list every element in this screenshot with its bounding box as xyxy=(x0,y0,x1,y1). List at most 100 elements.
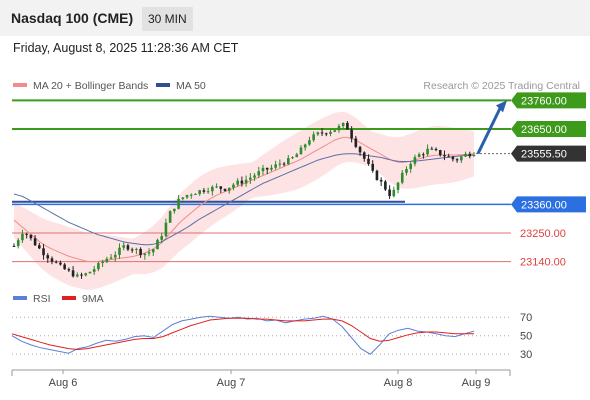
ma20-swatch xyxy=(13,83,27,88)
candle-body xyxy=(337,126,341,131)
candle-body xyxy=(249,177,252,180)
candle-body xyxy=(447,156,450,158)
legend-ma50-label: MA 50 xyxy=(176,80,206,92)
candle-body xyxy=(375,170,379,181)
candle-body xyxy=(109,257,113,259)
candle-body xyxy=(219,186,223,189)
candle-body xyxy=(333,130,337,132)
candle-body xyxy=(320,132,324,134)
candle-body xyxy=(101,261,104,264)
candle-body xyxy=(417,154,421,158)
candle-body xyxy=(451,156,455,160)
projection-arrow-line xyxy=(476,107,502,155)
candle-body xyxy=(303,144,307,148)
legend-9ma-label: 9MA xyxy=(82,293,104,305)
rsi-swatch xyxy=(13,296,27,301)
header-bar: Nasdaq 100 (CME) 30 MIN xyxy=(0,0,590,36)
candle-body xyxy=(59,262,62,265)
legend-rsi: RSI xyxy=(13,293,51,305)
candle-body xyxy=(295,154,299,158)
level-tag-resistance-0: 23760.00 xyxy=(511,92,586,109)
candle-body xyxy=(422,154,425,156)
candle-body xyxy=(257,171,261,176)
candle-body xyxy=(329,131,332,134)
candle-body xyxy=(392,189,396,197)
candle-body xyxy=(215,186,218,188)
x-tick-label-1: Aug 7 xyxy=(217,377,246,389)
candle-body xyxy=(396,182,400,190)
candle-body xyxy=(151,249,155,253)
candle-body xyxy=(299,147,303,155)
candle-body xyxy=(312,134,315,141)
candle-body xyxy=(367,158,370,164)
candle-body xyxy=(160,236,164,240)
x-tick-label-0: Aug 6 xyxy=(49,377,78,389)
candle-body xyxy=(371,163,375,171)
candle-body xyxy=(223,188,227,191)
candle-body xyxy=(97,263,100,270)
candle-body xyxy=(405,168,408,173)
level-label-pivot-3: 23360.00 xyxy=(521,199,567,211)
level-label-support-5: 23140.00 xyxy=(520,257,566,269)
candle-body xyxy=(472,154,476,157)
candle-body xyxy=(413,157,417,164)
candle-body xyxy=(156,239,159,250)
candle-body xyxy=(63,264,66,270)
candle-body xyxy=(354,138,358,147)
candle-body xyxy=(80,274,83,276)
timeframe-button[interactable]: 30 MIN xyxy=(142,7,193,31)
rsi-tick-label-30: 30 xyxy=(520,349,532,361)
candle-body xyxy=(426,148,429,155)
candle-body xyxy=(291,157,294,159)
candle-body xyxy=(135,248,138,250)
candle-body xyxy=(211,186,214,192)
rsi-tick-label-50: 50 xyxy=(520,331,532,343)
x-tick-label-2: Aug 8 xyxy=(384,377,413,389)
candle-body xyxy=(84,273,88,276)
legend-ma20-label: MA 20 + Bollinger Bands xyxy=(33,80,149,92)
legend-rsi-label: RSI xyxy=(33,293,51,305)
ma50-swatch xyxy=(156,83,170,88)
candle-body xyxy=(71,270,75,277)
candle-body xyxy=(92,269,96,272)
candle-body xyxy=(33,238,37,246)
level-tag-bg-pivot-3 xyxy=(511,196,586,213)
candle-body xyxy=(130,249,134,251)
candle-body xyxy=(253,175,256,178)
candle-body xyxy=(400,172,404,183)
candle-body xyxy=(443,155,446,157)
ma9-swatch xyxy=(62,296,76,301)
candle-body xyxy=(185,195,189,198)
candle-body xyxy=(278,163,282,165)
candle-body xyxy=(438,150,442,156)
candle-body xyxy=(194,194,197,196)
candle-body xyxy=(189,194,193,196)
candle-body xyxy=(460,156,463,161)
candle-body xyxy=(316,132,320,135)
candle-body xyxy=(236,180,239,185)
candle-body xyxy=(21,233,24,241)
legend-ma50: MA 50 xyxy=(156,80,206,92)
candle-body xyxy=(350,129,353,139)
level-tag-pivot-3: 23360.00 xyxy=(511,196,586,213)
candle-body xyxy=(25,233,28,235)
level-label-resistance-0: 23760.00 xyxy=(521,95,567,107)
candle-body xyxy=(206,191,210,193)
candles xyxy=(12,121,476,279)
candle-body xyxy=(232,184,235,188)
candle-body xyxy=(181,197,185,199)
candle-body xyxy=(198,190,201,195)
candle-body xyxy=(240,180,244,184)
candle-body xyxy=(164,222,168,237)
candle-body xyxy=(265,167,269,170)
candle-body xyxy=(202,190,206,192)
candle-body xyxy=(464,153,467,157)
candle-body xyxy=(122,245,126,248)
candle-body xyxy=(308,140,311,145)
bollinger-band xyxy=(14,111,474,290)
candle-body xyxy=(341,122,345,127)
x-tick-label-3: Aug 9 xyxy=(462,377,491,389)
candle-body xyxy=(430,148,434,150)
candle-body xyxy=(270,167,273,170)
candle-body xyxy=(384,181,387,190)
